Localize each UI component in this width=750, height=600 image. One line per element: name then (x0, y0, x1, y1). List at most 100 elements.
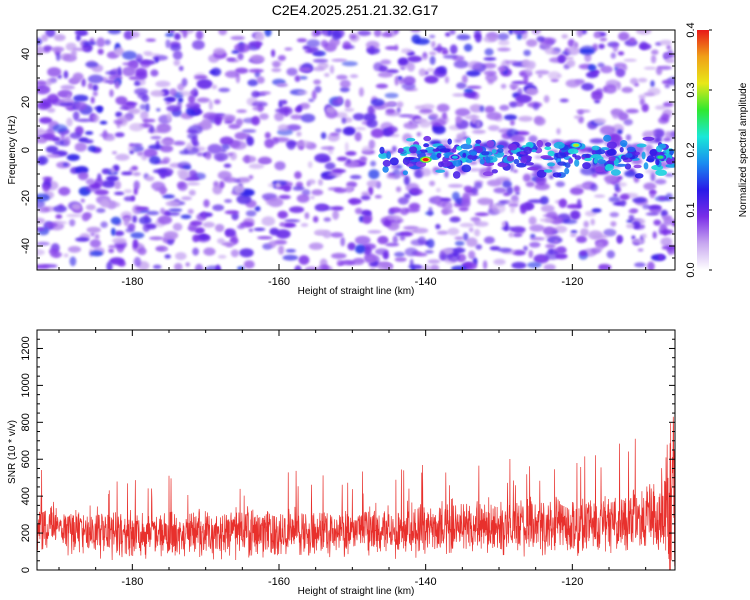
signal-cell (382, 159, 391, 167)
spectrogram-cell (447, 227, 460, 236)
spectrogram-cell (345, 151, 357, 156)
spectrogram-cell (497, 247, 512, 253)
spectrogram-cell (429, 55, 436, 65)
spectrogram-cell (114, 180, 122, 190)
spectrogram-cell (639, 43, 652, 50)
spectrogram-cell (243, 260, 255, 269)
spectrogram-cell (508, 202, 519, 208)
spectrogram-cell (576, 235, 587, 243)
spectrogram-cell (139, 59, 151, 69)
spectrogram-cell (312, 216, 319, 223)
spectrogram-cell (218, 87, 231, 93)
spectrogram-cell (399, 235, 406, 241)
spectrogram-cell (393, 30, 400, 35)
spectrogram-cell (555, 253, 568, 260)
spectrogram-cell (109, 257, 125, 265)
spectrogram-cell (106, 261, 113, 270)
spectrogram-cell (336, 259, 343, 267)
spectrogram-cell (452, 251, 460, 257)
y-tick-label: 200 (20, 524, 32, 542)
spectrogram-cell (341, 117, 347, 124)
spectrogram-cell (463, 90, 477, 99)
spectrogram-cell (579, 48, 594, 54)
x-tick-label: -140 (415, 576, 437, 588)
spectrogram-cell (298, 255, 310, 265)
spectrogram-cell (643, 92, 655, 97)
spectrogram-cell (89, 250, 103, 257)
spectrogram-cell (224, 210, 240, 215)
signal-cell (527, 167, 539, 171)
signal-cell (456, 146, 463, 151)
spectrogram-cell (647, 205, 662, 210)
spectrogram-cell (278, 245, 285, 255)
spectrogram-cell (598, 263, 612, 270)
spectrogram-cell (132, 239, 139, 249)
spectrogram-cell (618, 112, 629, 121)
signal-cell (671, 163, 675, 167)
spectrogram-cell (617, 129, 623, 135)
spectrogram-cell (506, 186, 514, 195)
spectrogram-cell (150, 136, 162, 140)
spectrogram-cell (37, 157, 46, 165)
spectrogram-cell (617, 51, 625, 56)
signal-cell (379, 146, 385, 154)
spectrogram-cell (629, 77, 639, 85)
spectrogram-cell (666, 44, 671, 50)
spectrogram-cell (396, 101, 404, 108)
spectrogram-cell (331, 169, 346, 173)
spectrogram-cell (37, 85, 51, 95)
spectrogram-cell (240, 177, 251, 183)
spectrogram-cell (623, 118, 633, 126)
spectrogram-cell (403, 175, 410, 186)
spectrogram-cell (321, 265, 329, 270)
spectrogram-cell (122, 217, 133, 221)
spectrogram-cell (121, 50, 137, 60)
spectrogram-cell (349, 74, 359, 79)
spectrogram-cell (573, 42, 579, 48)
spectrogram-cell (369, 45, 375, 55)
spectrogram-cell (42, 183, 50, 193)
signal-cell (452, 171, 461, 179)
signal-cell (485, 156, 491, 164)
spectrogram-cell (99, 133, 114, 137)
spectrogram-cell (363, 246, 372, 256)
spectrogram-x-axis: -180 -160 -140 -120 (58, 30, 647, 288)
y-tick-label: 20 (20, 96, 32, 108)
spectrogram-cell (449, 44, 458, 55)
spectrogram-cell (81, 78, 86, 87)
spectrogram-cell (248, 163, 265, 169)
spectrogram-cell (483, 57, 497, 61)
spectrogram-cell (463, 232, 469, 241)
spectrogram-cell (380, 59, 392, 65)
spectrogram-cell (367, 230, 382, 234)
spectrogram-cell (662, 137, 672, 142)
spectrogram-cell (631, 235, 636, 240)
spectrogram-cell (99, 120, 108, 125)
spectrogram-cell (283, 222, 297, 228)
spectrogram-cell (438, 65, 448, 74)
spectrogram-cell (421, 103, 435, 110)
spectrogram-cell (556, 74, 563, 78)
spectrogram-cell (444, 76, 450, 84)
spectrogram-cell (69, 219, 76, 227)
spectrogram-cell (536, 36, 545, 42)
spectrogram-cell (47, 67, 62, 77)
spectrogram-cell (439, 250, 446, 261)
spectrogram-cell (452, 55, 465, 62)
spectrogram-cell (177, 181, 188, 191)
spectrogram-cell (311, 189, 324, 196)
spectrogram-cell (451, 265, 467, 270)
spectrogram-cell (650, 54, 657, 64)
spectrogram-cell (173, 140, 186, 146)
colorbar-tick-label: 0.4 (685, 22, 697, 37)
spectrogram-cell (414, 252, 428, 257)
spectrogram-peak (657, 155, 664, 159)
spectrogram-cell (535, 175, 547, 186)
spectrogram-cell (47, 107, 56, 113)
spectrogram-y-axis: -40 -20 0 20 40 (20, 29, 675, 271)
spectrogram-cell (70, 49, 77, 57)
spectrogram-cell (580, 166, 596, 176)
signal-cell (409, 146, 418, 154)
spectrogram-cell (287, 141, 296, 151)
spectrogram-cell (314, 229, 329, 236)
